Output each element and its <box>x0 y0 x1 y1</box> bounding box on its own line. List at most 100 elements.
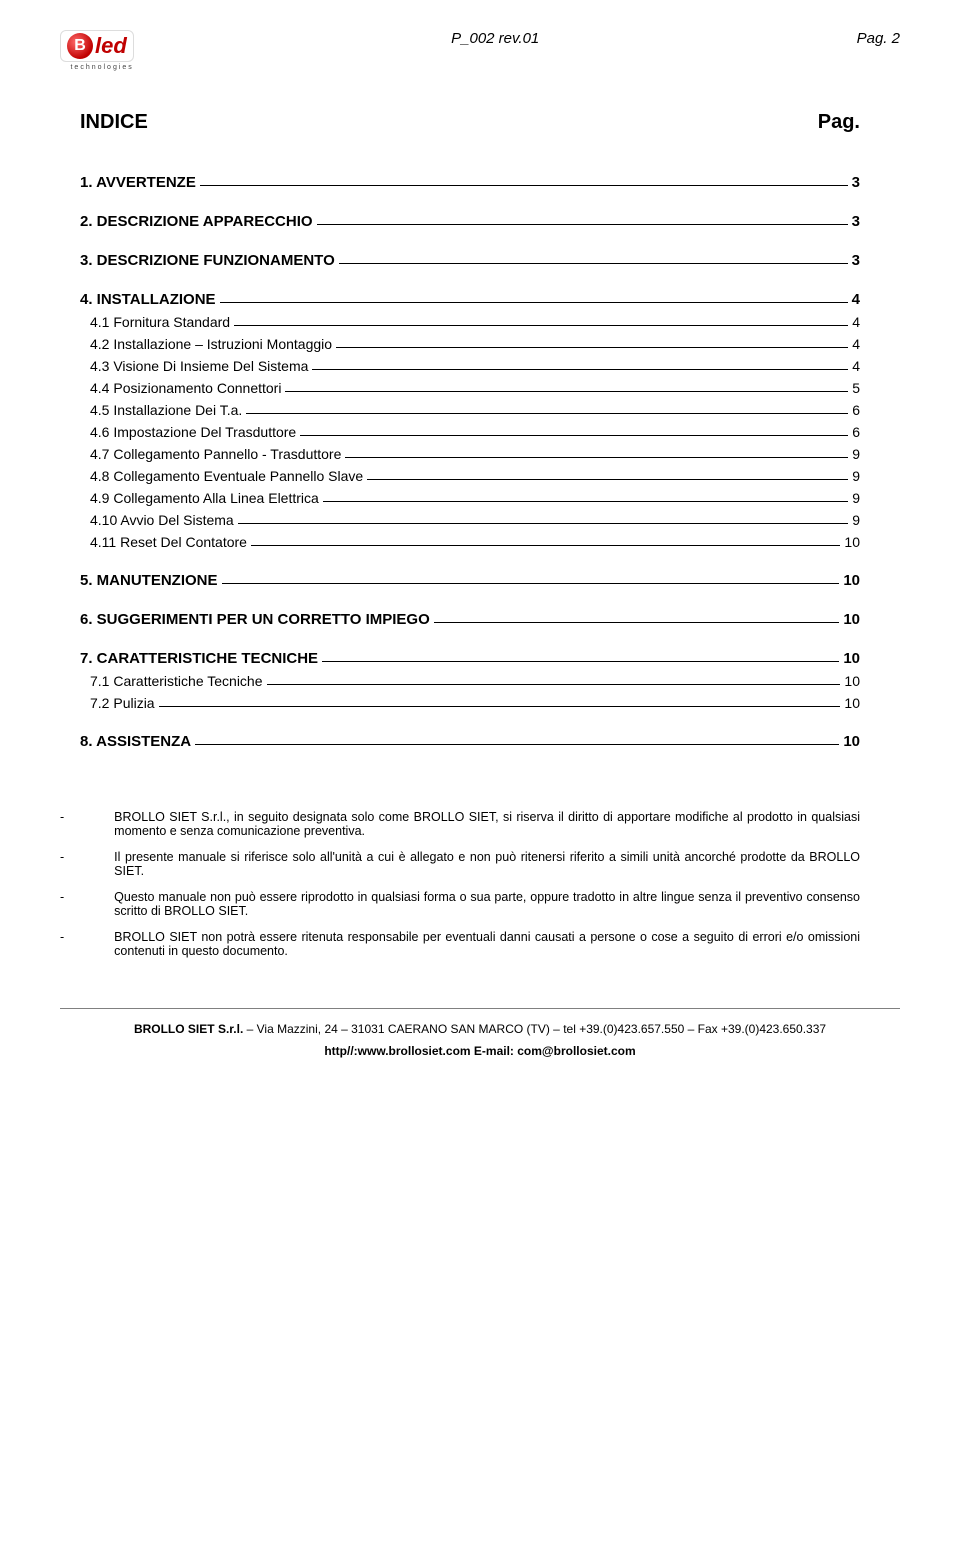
toc-entry-page: 10 <box>843 572 860 589</box>
toc-entry: 4.1 Fornitura Standard 4 <box>90 314 860 330</box>
legal-note-text: BROLLO SIET S.r.l., in seguito designata… <box>114 810 860 838</box>
toc-entry: 4.2 Installazione – Istruzioni Montaggio… <box>90 336 860 352</box>
toc-entry-title: 4.1 Fornitura Standard <box>90 314 230 330</box>
page-footer: BROLLO SIET S.r.l. – Via Mazzini, 24 – 3… <box>60 1008 900 1062</box>
footer-company: BROLLO SIET S.r.l. <box>134 1022 243 1036</box>
toc-entry: 1. AVVERTENZE 3 <box>80 174 860 191</box>
toc-entry-page: 3 <box>852 213 860 230</box>
toc-entry-title: 6. SUGGERIMENTI PER UN CORRETTO IMPIEGO <box>80 611 430 628</box>
toc-entry-page: 9 <box>852 446 860 462</box>
toc-entry-page: 3 <box>852 174 860 191</box>
bullet-dash-icon: - <box>60 850 64 878</box>
toc-entry: 4.8 Collegamento Eventuale Pannello Slav… <box>90 468 860 484</box>
toc-leader-line <box>159 706 841 707</box>
toc-entry-title: 4.4 Posizionamento Connettori <box>90 380 281 396</box>
toc-leader-line <box>323 501 848 502</box>
toc-entry-page: 10 <box>843 650 860 667</box>
toc-entry-page: 4 <box>852 291 860 308</box>
logo-subtitle: technologies <box>60 64 134 71</box>
toc-entry-title: 4.6 Impostazione Del Trasduttore <box>90 424 296 440</box>
toc-entry-page: 3 <box>852 252 860 269</box>
toc-leader-line <box>336 347 848 348</box>
toc-entry-page: 10 <box>844 673 860 689</box>
toc-leader-line <box>300 435 848 436</box>
indice-heading-row: INDICE Pag. <box>80 111 860 134</box>
toc-entry-page: 6 <box>852 402 860 418</box>
legal-note-text: BROLLO SIET non potrà essere ritenuta re… <box>114 930 860 958</box>
toc-entry: 8. ASSISTENZA 10 <box>80 733 860 750</box>
toc-entry-page: 10 <box>844 534 860 550</box>
legal-note-item: - BROLLO SIET S.r.l., in seguito designat… <box>60 810 860 838</box>
toc-leader-line <box>317 224 848 225</box>
toc-leader-line <box>200 185 848 186</box>
toc-entry-title: 5. MANUTENZIONE <box>80 572 218 589</box>
toc-entry: 7. CARATTERISTICHE TECNICHE 10 <box>80 650 860 667</box>
toc-entry-title: 4.10 Avvio Del Sistema <box>90 512 234 528</box>
toc-leader-line <box>345 457 848 458</box>
toc-leader-line <box>367 479 848 480</box>
toc-entry: 4.3 Visione Di Insieme Del Sistema 4 <box>90 358 860 374</box>
toc-entry: 6. SUGGERIMENTI PER UN CORRETTO IMPIEGO … <box>80 611 860 628</box>
doc-revision: P_002 rev.01 <box>451 30 539 47</box>
toc-entry-page: 9 <box>852 512 860 528</box>
toc-leader-line <box>220 302 848 303</box>
footer-address: – Via Mazzini, 24 – 31031 CAERANO SAN MA… <box>243 1022 826 1036</box>
toc-entry: 7.2 Pulizia 10 <box>90 695 860 711</box>
toc-entry-title: 1. AVVERTENZE <box>80 174 196 191</box>
toc-leader-line <box>222 583 840 584</box>
toc-entry-title: 8. ASSISTENZA <box>80 733 191 750</box>
toc-leader-line <box>285 391 848 392</box>
logo-circle-icon: B <box>67 33 93 59</box>
toc-entry-title: 4.9 Collegamento Alla Linea Elettrica <box>90 490 319 506</box>
legal-note-text: Questo manuale non può essere riprodotto… <box>114 890 860 918</box>
toc-entry-title: 4.5 Installazione Dei T.a. <box>90 402 242 418</box>
toc-leader-line <box>238 523 848 524</box>
toc-entry-page: 6 <box>852 424 860 440</box>
toc-entry-title: 4.11 Reset Del Contatore <box>90 534 247 550</box>
toc-entry-page: 9 <box>852 468 860 484</box>
toc-entry: 4.6 Impostazione Del Trasduttore 6 <box>90 424 860 440</box>
toc-entry-title: 4.2 Installazione – Istruzioni Montaggio <box>90 336 332 352</box>
toc-entry-title: 4. INSTALLAZIONE <box>80 291 216 308</box>
toc-entry-title: 7.2 Pulizia <box>90 695 155 711</box>
toc-leader-line <box>312 369 848 370</box>
toc-leader-line <box>251 545 840 546</box>
toc-entry: 4.5 Installazione Dei T.a. 6 <box>90 402 860 418</box>
toc-entry-title: 3. DESCRIZIONE FUNZIONAMENTO <box>80 252 335 269</box>
toc-entry: 4.11 Reset Del Contatore 10 <box>90 534 860 550</box>
toc-entry: 7.1 Caratteristiche Tecniche 10 <box>90 673 860 689</box>
brand-logo: B led technologies <box>60 30 134 71</box>
toc-leader-line <box>322 661 839 662</box>
toc-leader-line <box>234 325 848 326</box>
indice-pag-label: Pag. <box>818 111 860 134</box>
footer-line-1: BROLLO SIET S.r.l. – Via Mazzini, 24 – 3… <box>60 1019 900 1041</box>
toc-entry: 2. DESCRIZIONE APPARECCHIO 3 <box>80 213 860 230</box>
legal-note-item: - Questo manuale non può essere riprodott… <box>60 890 860 918</box>
page-header: B led technologies P_002 rev.01 Pag. 2 <box>60 30 900 71</box>
toc-entry-page: 9 <box>852 490 860 506</box>
bullet-dash-icon: - <box>60 890 64 918</box>
page-number: Pag. 2 <box>857 30 900 47</box>
logo-box: B led <box>60 30 134 62</box>
toc-entry-title: 2. DESCRIZIONE APPARECCHIO <box>80 213 313 230</box>
legal-note-item: -Il presente manuale si riferisce solo a… <box>60 850 860 878</box>
bullet-dash-icon: - <box>60 930 64 958</box>
toc-entry-page: 10 <box>843 611 860 628</box>
toc-leader-line <box>267 684 841 685</box>
toc-entry: 4.10 Avvio Del Sistema 9 <box>90 512 860 528</box>
toc-entry-title: 4.8 Collegamento Eventuale Pannello Slav… <box>90 468 363 484</box>
toc-entry-page: 10 <box>843 733 860 750</box>
legal-notes: - BROLLO SIET S.r.l., in seguito designat… <box>60 810 860 958</box>
toc-entry-title: 4.7 Collegamento Pannello - Trasduttore <box>90 446 341 462</box>
toc-entry: 4.4 Posizionamento Connettori 5 <box>90 380 860 396</box>
logo-word: led <box>95 33 127 59</box>
bullet-dash-icon: - <box>60 810 64 838</box>
toc-entry-page: 4 <box>852 358 860 374</box>
toc-entry: 4.7 Collegamento Pannello - Trasduttore … <box>90 446 860 462</box>
toc-leader-line <box>434 622 840 623</box>
toc-entry: 3. DESCRIZIONE FUNZIONAMENTO 3 <box>80 252 860 269</box>
footer-line-2: http//:www.brollosiet.com E-mail: com@br… <box>60 1041 900 1063</box>
toc-entry-title: 7.1 Caratteristiche Tecniche <box>90 673 263 689</box>
indice-label: INDICE <box>80 111 148 134</box>
toc-entry-page: 10 <box>844 695 860 711</box>
